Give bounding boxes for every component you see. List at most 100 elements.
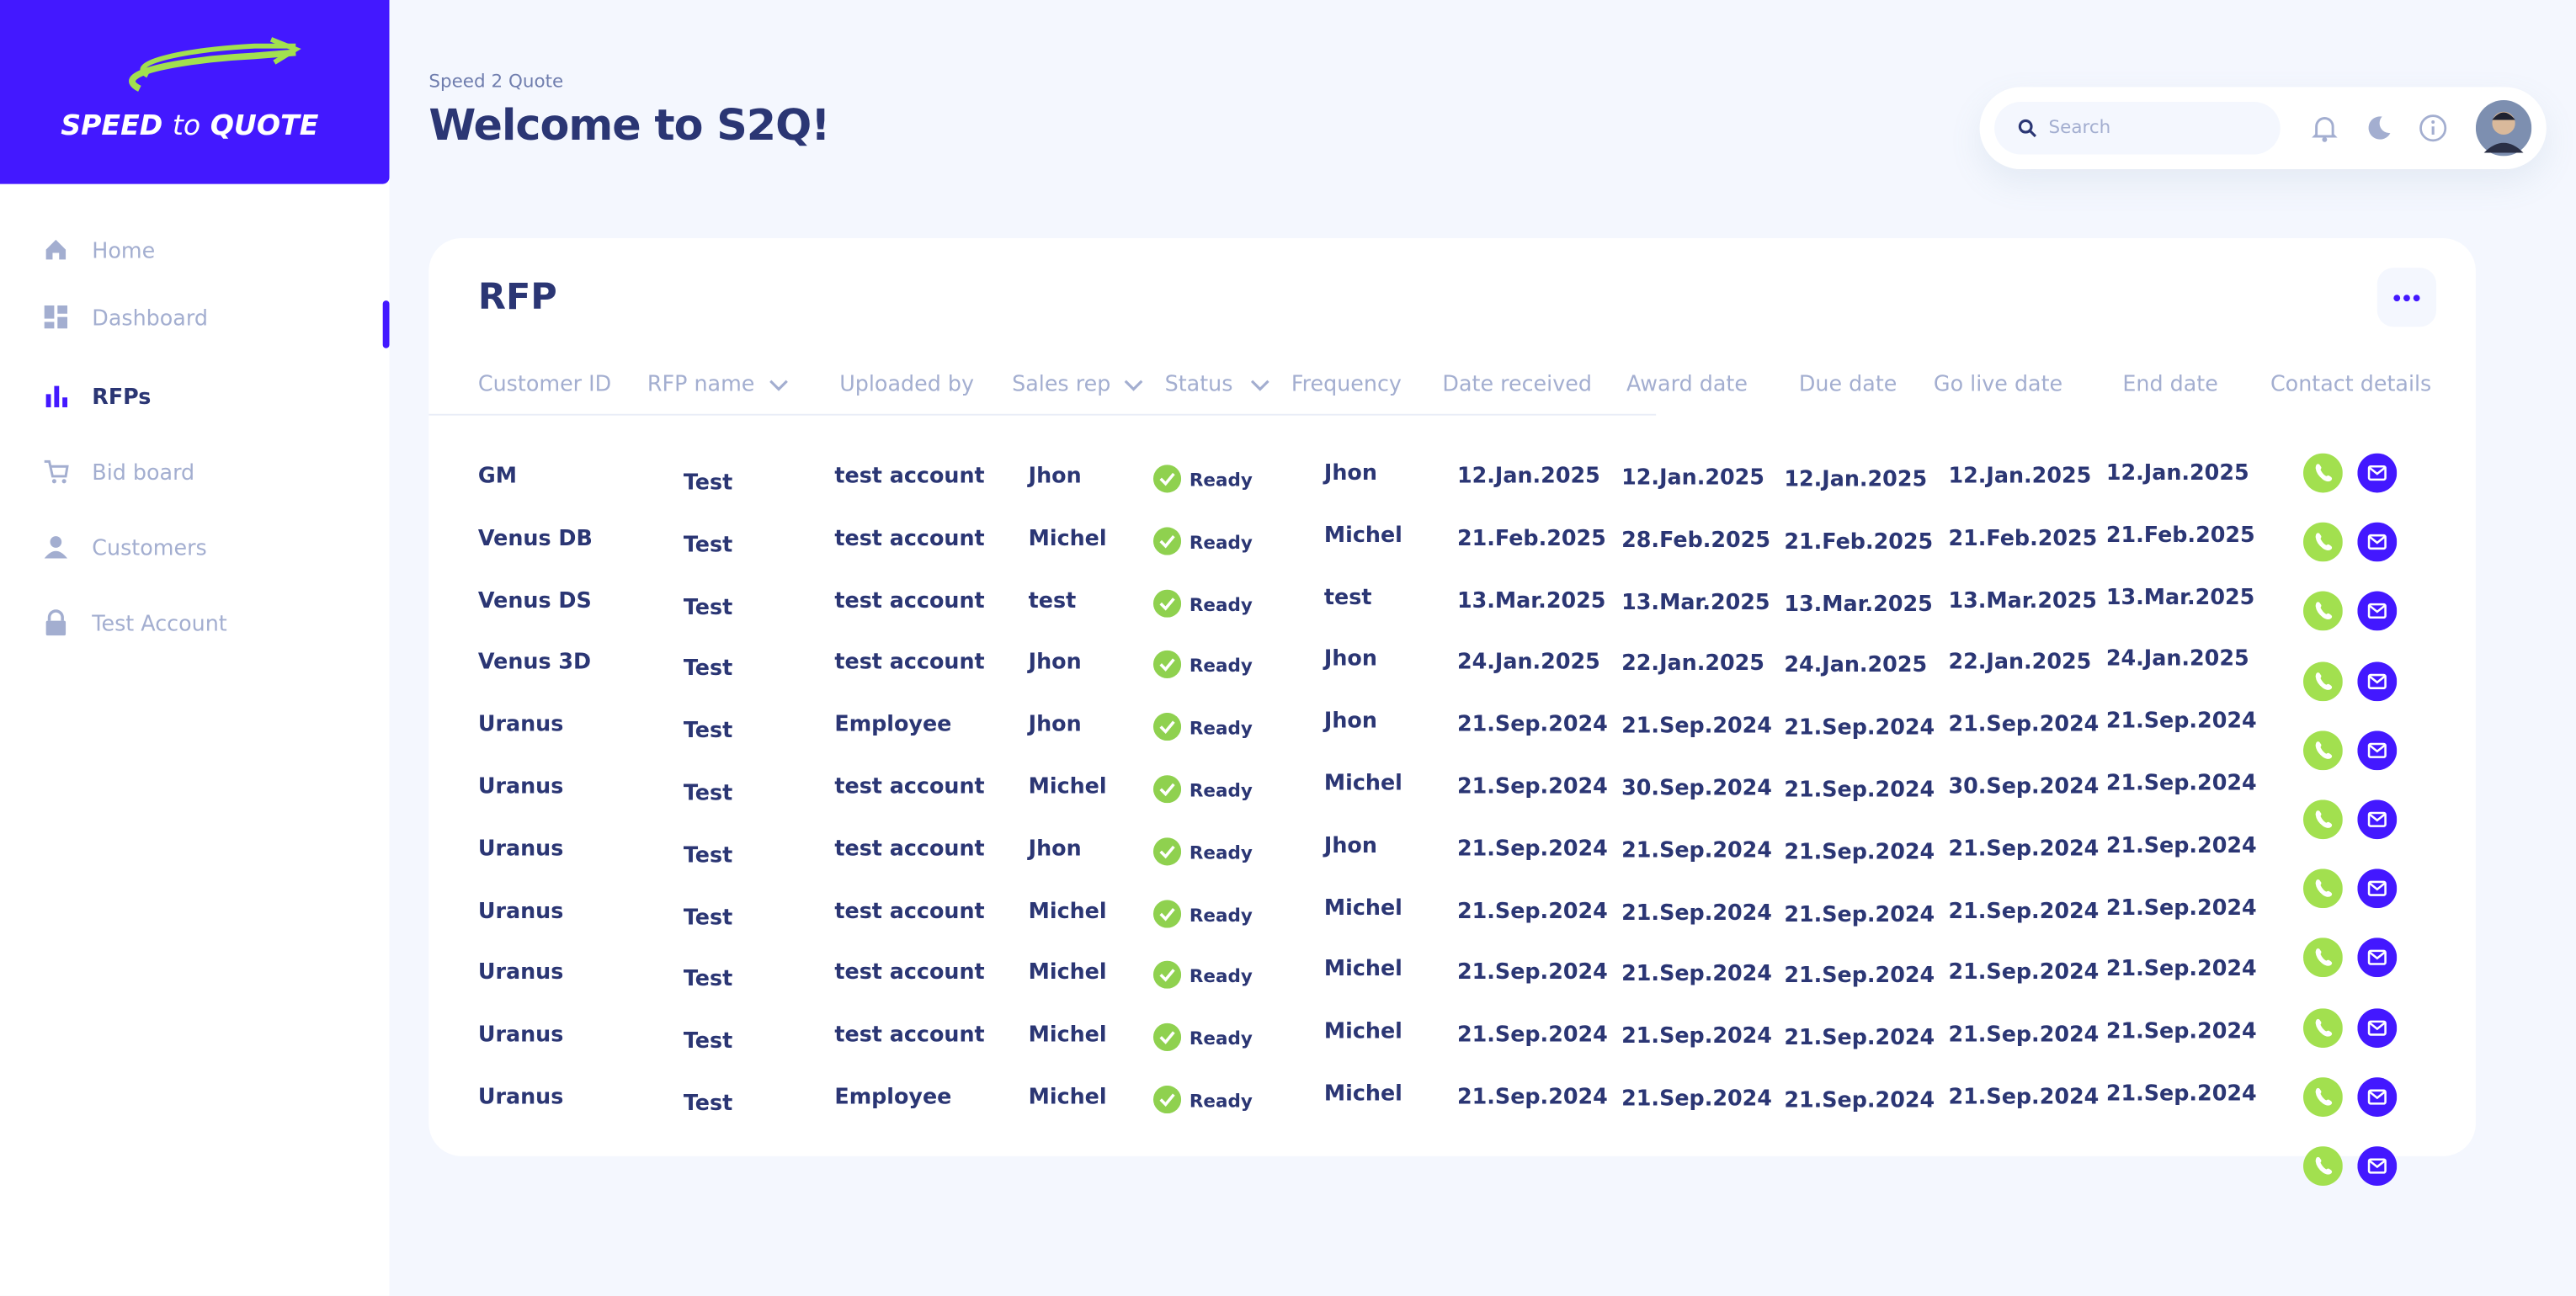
table-cell: 21.Sep.2024 <box>1456 1023 1608 1049</box>
call-button[interactable] <box>2303 661 2343 701</box>
status-icon <box>1152 651 1182 679</box>
email-button[interactable] <box>2357 799 2398 840</box>
table-cell: 21.Sep.2024 <box>1456 775 1608 800</box>
column-header[interactable]: Date received <box>1442 372 1592 398</box>
nav-item[interactable]: Customers <box>92 537 207 562</box>
more-button[interactable] <box>2376 268 2437 327</box>
status-icon <box>1152 899 1182 927</box>
table-cell[interactable]: Uranus <box>477 1085 564 1111</box>
table-cell: Jhon <box>1028 713 1082 738</box>
table-cell[interactable]: Uranus <box>477 961 564 986</box>
table-cell: Michel <box>1323 523 1402 549</box>
card-title: RFP <box>477 277 557 319</box>
status-icon <box>1152 465 1182 493</box>
table-cell[interactable]: Uranus <box>477 775 564 800</box>
nav-item[interactable]: Test Account <box>92 612 227 638</box>
table-cell: 28.Feb.2025 <box>1621 528 1771 554</box>
email-button[interactable] <box>2357 592 2398 632</box>
nav-item[interactable]: Bid board <box>92 461 195 486</box>
table-cell: Jhon <box>1323 709 1377 735</box>
bell-icon[interactable] <box>2310 114 2339 143</box>
email-button[interactable] <box>2357 661 2398 701</box>
call-button[interactable] <box>2303 799 2343 840</box>
table-cell: Jhon <box>1323 833 1377 859</box>
call-button[interactable] <box>2303 730 2343 770</box>
table-cell: 21.Feb.2025 <box>2105 523 2255 549</box>
table-cell[interactable]: Uranus <box>477 1023 564 1049</box>
info-icon[interactable] <box>2419 114 2448 143</box>
email-button[interactable] <box>2357 1076 2398 1117</box>
search-box[interactable]: Search <box>1994 101 2281 155</box>
call-button[interactable] <box>2303 868 2343 909</box>
call-button[interactable] <box>2303 1146 2343 1186</box>
column-header[interactable]: Contact details <box>2270 372 2432 398</box>
nav-item[interactable]: Dashboard <box>92 306 208 332</box>
sort-caret[interactable] <box>1124 378 1143 395</box>
status-icon <box>1152 837 1182 866</box>
table-cell[interactable]: Venus DB <box>477 527 593 552</box>
table-cell: 21.Sep.2024 <box>2105 895 2257 921</box>
moon-icon[interactable] <box>2364 114 2393 143</box>
column-header[interactable]: Sales rep <box>1012 372 1111 398</box>
column-header[interactable]: End date <box>2122 372 2218 398</box>
table-cell: Test <box>683 471 733 497</box>
table-cell: test account <box>834 1023 985 1049</box>
table-cell: 21.Sep.2024 <box>2105 772 2257 797</box>
email-button[interactable] <box>2357 522 2398 562</box>
column-header[interactable]: Due date <box>1798 372 1897 398</box>
table-cell[interactable]: Uranus <box>477 899 564 924</box>
column-header[interactable]: Frequency <box>1291 372 1402 398</box>
table-cell: Jhon <box>1028 837 1082 863</box>
column-header[interactable]: Status <box>1164 372 1233 398</box>
column-header[interactable]: Customer ID <box>477 372 612 398</box>
table-cell: Michel <box>1323 1020 1402 1045</box>
table-cell: 21.Feb.2025 <box>1456 527 1606 552</box>
table-cell: Test <box>683 657 733 683</box>
table-cell[interactable]: Venus 3D <box>477 651 592 676</box>
email-button[interactable] <box>2357 1146 2398 1186</box>
table-cell[interactable]: Uranus <box>477 837 564 863</box>
table-cell: Jhon <box>1323 647 1377 672</box>
table-cell: Test <box>683 533 733 559</box>
table-cell: 21.Sep.2024 <box>2105 1082 2257 1107</box>
call-button[interactable] <box>2303 592 2343 632</box>
logo[interactable]: SPEED to QUOTE <box>0 0 390 184</box>
table-cell[interactable]: GM <box>477 465 517 490</box>
table-cell[interactable]: Venus DS <box>477 588 592 614</box>
table-cell[interactable]: Uranus <box>477 713 564 738</box>
table-cell: 13.Mar.2025 <box>2105 585 2255 611</box>
table-cell: 21.Sep.2024 <box>1456 961 1608 986</box>
table-cell: test account <box>834 837 985 863</box>
column-header[interactable]: Uploaded by <box>839 372 975 398</box>
call-button[interactable] <box>2303 522 2343 562</box>
nav-icon <box>44 305 68 329</box>
status-label: Ready <box>1189 966 1253 988</box>
table-cell: Michel <box>1028 899 1107 924</box>
table-cell: 21.Sep.2024 <box>1456 1085 1608 1111</box>
table-cell: 21.Sep.2024 <box>1784 964 1935 990</box>
column-header[interactable]: Award date <box>1626 372 1748 398</box>
column-header[interactable]: Go live date <box>1933 372 2063 398</box>
table-cell: 21.Sep.2024 <box>1948 961 2100 986</box>
table-cell: Employee <box>834 713 952 738</box>
call-button[interactable] <box>2303 453 2343 493</box>
column-header[interactable]: RFP name <box>647 372 755 398</box>
sort-caret[interactable] <box>769 378 788 395</box>
call-button[interactable] <box>2303 1007 2343 1048</box>
breadcrumb[interactable]: Speed 2 Quote <box>428 70 564 93</box>
email-button[interactable] <box>2357 1007 2398 1048</box>
sort-caret[interactable] <box>1250 378 1269 395</box>
table-cell: 21.Sep.2024 <box>1621 838 1772 864</box>
email-button[interactable] <box>2357 868 2398 909</box>
table-cell: 21.Sep.2024 <box>1948 1023 2100 1049</box>
search-placeholder: Search <box>2048 116 2111 138</box>
call-button[interactable] <box>2303 1076 2343 1117</box>
email-button[interactable] <box>2357 730 2398 770</box>
table-cell: 13.Mar.2025 <box>1621 590 1770 616</box>
call-button[interactable] <box>2303 938 2343 978</box>
email-button[interactable] <box>2357 453 2398 493</box>
nav-item[interactable]: Home <box>92 239 156 265</box>
email-button[interactable] <box>2357 938 2398 978</box>
avatar[interactable] <box>2475 100 2532 157</box>
nav-item[interactable]: RFPs <box>92 385 152 411</box>
